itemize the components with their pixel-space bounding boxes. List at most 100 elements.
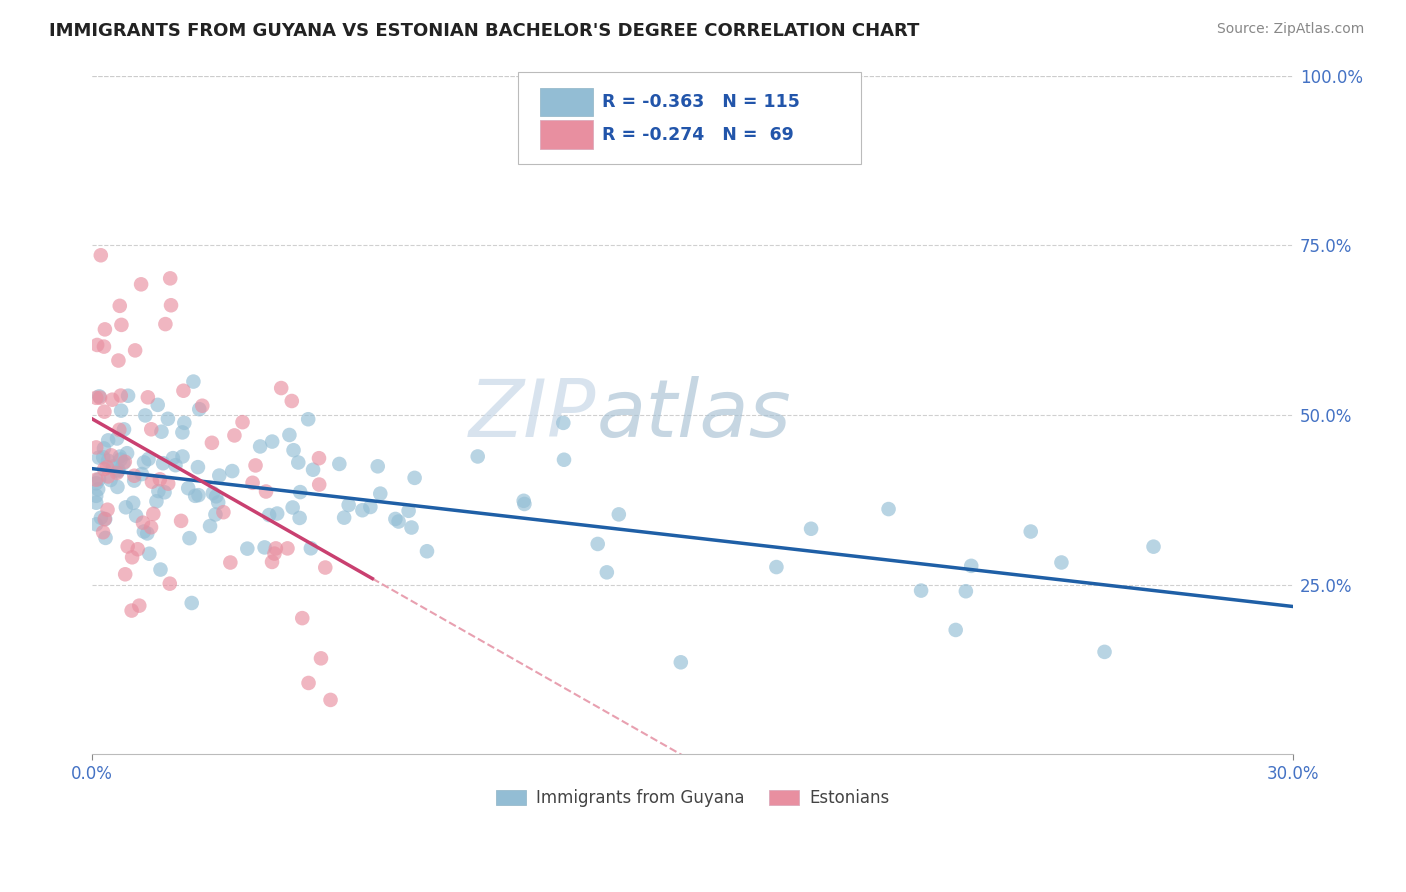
Point	[262, 434, 284, 449]
Point	[138, 452, 160, 467]
Point	[254, 484, 277, 499]
Point	[264, 541, 287, 556]
Point	[281, 500, 304, 515]
Point	[596, 566, 619, 580]
Point	[129, 277, 152, 292]
Point	[231, 415, 253, 429]
Point	[93, 442, 115, 456]
Point	[141, 422, 163, 436]
Point	[877, 502, 900, 516]
Point	[89, 389, 111, 403]
Point	[127, 542, 149, 557]
Point	[94, 322, 117, 336]
Point	[404, 471, 426, 485]
Point	[117, 540, 139, 554]
Point	[319, 693, 342, 707]
Point	[105, 432, 128, 446]
Point	[173, 416, 195, 430]
Text: atlas: atlas	[596, 376, 792, 454]
Point	[253, 541, 276, 555]
Point	[105, 466, 128, 480]
FancyBboxPatch shape	[519, 72, 860, 164]
Point	[207, 495, 229, 509]
Point	[146, 398, 169, 412]
Point	[1019, 524, 1042, 539]
Point	[467, 450, 489, 464]
Point	[219, 556, 242, 570]
Point	[236, 541, 259, 556]
Point	[150, 425, 173, 439]
Point	[84, 441, 107, 455]
Point	[205, 489, 228, 503]
Point	[93, 512, 115, 526]
Point	[84, 391, 107, 405]
Text: IMMIGRANTS FROM GUYANA VS ESTONIAN BACHELOR'S DEGREE CORRELATION CHART: IMMIGRANTS FROM GUYANA VS ESTONIAN BACHE…	[49, 22, 920, 40]
Point	[121, 550, 143, 565]
Point	[149, 563, 172, 577]
Point	[108, 423, 131, 437]
Point	[96, 502, 118, 516]
Point	[245, 458, 267, 473]
Point	[359, 500, 381, 514]
Point	[108, 299, 131, 313]
Point	[955, 584, 977, 599]
Point	[84, 496, 107, 510]
Point	[97, 434, 120, 448]
Point	[401, 520, 423, 534]
Point	[155, 317, 177, 331]
Point	[302, 463, 325, 477]
Point	[180, 596, 202, 610]
Point	[96, 460, 118, 475]
Point	[114, 567, 136, 582]
Point	[800, 522, 823, 536]
Point	[201, 486, 224, 500]
Point	[94, 531, 117, 545]
Point	[260, 555, 283, 569]
Point	[107, 480, 129, 494]
Point	[159, 576, 181, 591]
Point	[117, 389, 139, 403]
Point	[288, 485, 311, 500]
Point	[134, 409, 156, 423]
Point	[94, 512, 117, 526]
Point	[669, 655, 692, 669]
Point	[93, 340, 115, 354]
Point	[115, 446, 138, 460]
Point	[187, 488, 209, 502]
Point	[291, 611, 314, 625]
Point	[114, 455, 136, 469]
Point	[110, 388, 132, 402]
Point	[97, 453, 120, 467]
Point	[90, 248, 112, 262]
Point	[384, 512, 406, 526]
Point	[112, 422, 135, 436]
Point	[162, 451, 184, 466]
Point	[159, 271, 181, 285]
Point	[124, 468, 146, 483]
Point	[139, 520, 162, 534]
Point	[198, 519, 221, 533]
Text: Source: ZipAtlas.com: Source: ZipAtlas.com	[1216, 22, 1364, 37]
Point	[204, 508, 226, 522]
Point	[107, 463, 129, 477]
Point	[513, 497, 536, 511]
Point	[586, 537, 609, 551]
Point	[131, 467, 153, 481]
Point	[297, 412, 319, 426]
Point	[177, 481, 200, 495]
Point	[512, 493, 534, 508]
FancyBboxPatch shape	[540, 87, 593, 116]
Point	[309, 651, 332, 665]
Point	[132, 455, 155, 469]
Point	[124, 343, 146, 358]
Legend: Immigrants from Guyana, Estonians: Immigrants from Guyana, Estonians	[489, 782, 896, 814]
Point	[179, 531, 201, 545]
Point	[172, 425, 194, 440]
FancyBboxPatch shape	[540, 120, 593, 149]
Point	[1142, 540, 1164, 554]
Point	[960, 558, 983, 573]
Point	[165, 458, 187, 473]
Point	[145, 494, 167, 508]
Point	[368, 486, 391, 500]
Point	[170, 514, 193, 528]
